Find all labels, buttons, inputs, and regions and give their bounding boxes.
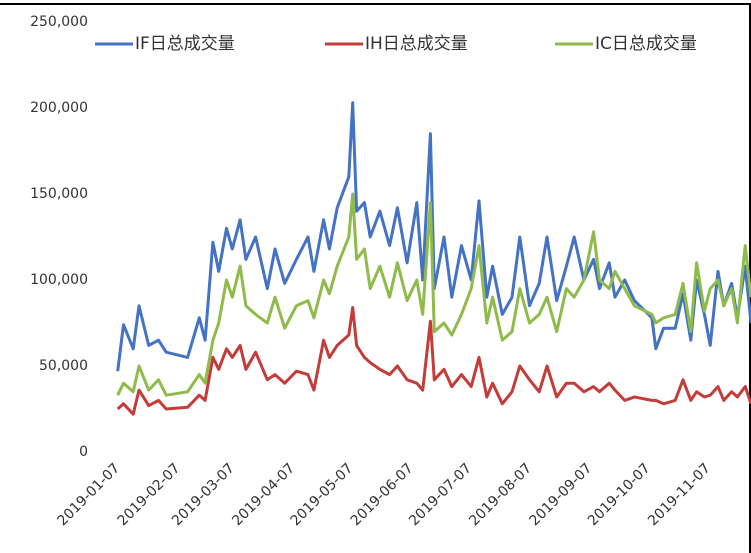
legend-label: IH日总成交量 [365,34,468,54]
x-tick-label: 2019-11-07 [645,460,714,529]
x-tick-label: 2019-10-07 [585,460,654,529]
y-tick-label: 50,000 [39,358,88,374]
legend-label: IC日总成交量 [595,34,697,54]
x-tick-label: 2019-05-07 [288,460,357,529]
x-tick-label: 2019-08-07 [466,460,535,529]
y-tick-label: 250,000 [30,14,88,30]
y-tick-label: 150,000 [30,186,88,202]
x-tick-label: 2019-07-07 [406,460,475,529]
y-tick-label: 100,000 [30,272,88,288]
series-line [116,306,751,416]
series-line [116,192,751,397]
y-tick-label: 0 [79,444,88,460]
y-tick-label: 200,000 [30,100,88,116]
legend-label: IF日总成交量 [135,34,235,54]
x-tick-label: 2019-01-07 [54,460,123,529]
